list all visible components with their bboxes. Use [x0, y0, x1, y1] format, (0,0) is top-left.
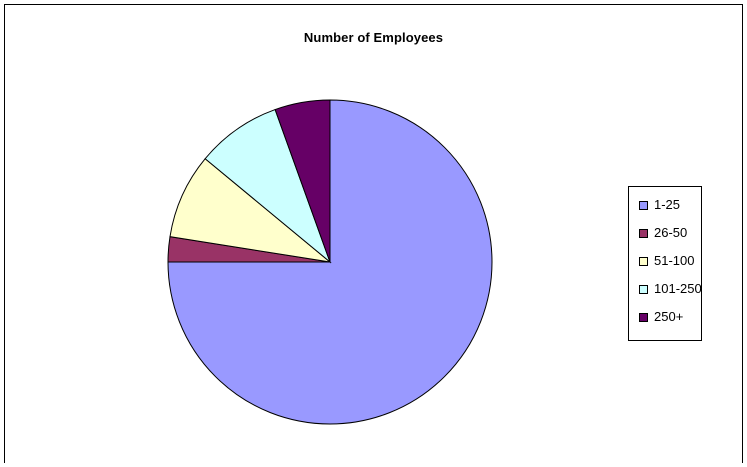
- legend-label: 1-25: [654, 197, 681, 212]
- legend-swatch: [639, 229, 648, 238]
- pie-slice-250: [274, 99, 331, 263]
- legend-label: 51-100: [654, 253, 695, 268]
- legend-swatch: [639, 201, 648, 210]
- legend-label: 26-50: [654, 225, 688, 240]
- legend-swatch: [639, 257, 648, 266]
- chart-title: Number of Employees: [303, 30, 444, 45]
- legend-label: 250+: [654, 309, 684, 324]
- pie-slice-101-250: [204, 108, 332, 264]
- legend-label: 101-250: [654, 281, 702, 296]
- legend-swatch: [639, 285, 648, 294]
- pie-slice-51-100: [169, 158, 332, 263]
- chart-legend: 1-25 26-50 51-100 101-250 250+: [628, 186, 702, 341]
- legend-swatch: [639, 313, 648, 322]
